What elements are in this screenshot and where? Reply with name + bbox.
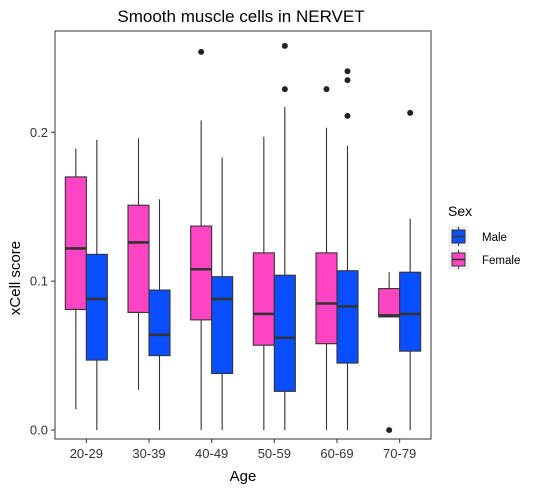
outlier-point <box>386 427 393 434</box>
box-body <box>211 276 234 375</box>
boxes-layer <box>64 42 422 434</box>
y-axis-title: xCell score <box>7 241 24 315</box>
box-male-20-29 <box>85 139 108 431</box>
box-female-60-69 <box>315 86 338 431</box>
box-body <box>336 270 359 364</box>
x-tick-label: 60-69 <box>320 446 353 461</box>
box-body <box>64 176 87 311</box>
x-tick-label: 50-59 <box>258 446 291 461</box>
box-body <box>190 225 213 321</box>
outlier-point <box>281 42 288 49</box>
box-body <box>127 204 150 313</box>
box-body <box>148 289 171 357</box>
legend-label-female: Female <box>482 255 520 267</box>
box-male-50-59 <box>273 42 296 431</box>
box-body <box>399 271 422 352</box>
outlier-point <box>407 109 414 116</box>
box-male-40-49 <box>211 157 234 431</box>
x-tick-label: 20-29 <box>70 446 103 461</box>
box-body <box>315 252 338 345</box>
y-tick-label: 0.1 <box>30 274 48 289</box>
legend-title: Sex <box>448 203 472 219</box>
y-tick-label: 0.2 <box>30 125 48 140</box>
outlier-point <box>198 48 205 55</box>
y-tick-label: 0.0 <box>30 423 48 438</box>
box-male-30-39 <box>148 199 171 431</box>
box-body <box>85 253 108 361</box>
box-male-60-69 <box>336 68 359 431</box>
box-body <box>273 274 296 392</box>
x-axis: 20-29 30-39 40-49 50-59 60-69 70-79 <box>70 439 416 461</box>
x-axis-title: Age <box>230 468 257 485</box>
x-tick-label: 40-49 <box>195 446 228 461</box>
box-female-40-49 <box>190 48 213 431</box>
outlier-point <box>323 86 330 93</box>
box-female-50-59 <box>252 136 275 431</box>
x-tick-label: 30-39 <box>132 446 165 461</box>
box-female-30-39 <box>127 138 150 390</box>
outlier-point <box>344 77 351 84</box>
box-male-70-79 <box>399 109 422 431</box>
outlier-point <box>344 68 351 75</box>
outlier-point <box>344 112 351 119</box>
chart-title: Smooth muscle cells in NERVET <box>117 7 364 26</box>
box-female-20-29 <box>64 148 87 410</box>
box-body <box>378 288 401 318</box>
legend: Sex Male Female <box>448 203 520 270</box>
x-tick-label: 70-79 <box>383 446 416 461</box>
plot-panel <box>54 30 432 440</box>
y-axis: 0.0 0.1 0.2 <box>30 125 55 438</box>
legend-label-male: Male <box>482 232 507 244</box>
outlier-point <box>281 86 288 93</box>
box-body <box>252 252 275 346</box>
